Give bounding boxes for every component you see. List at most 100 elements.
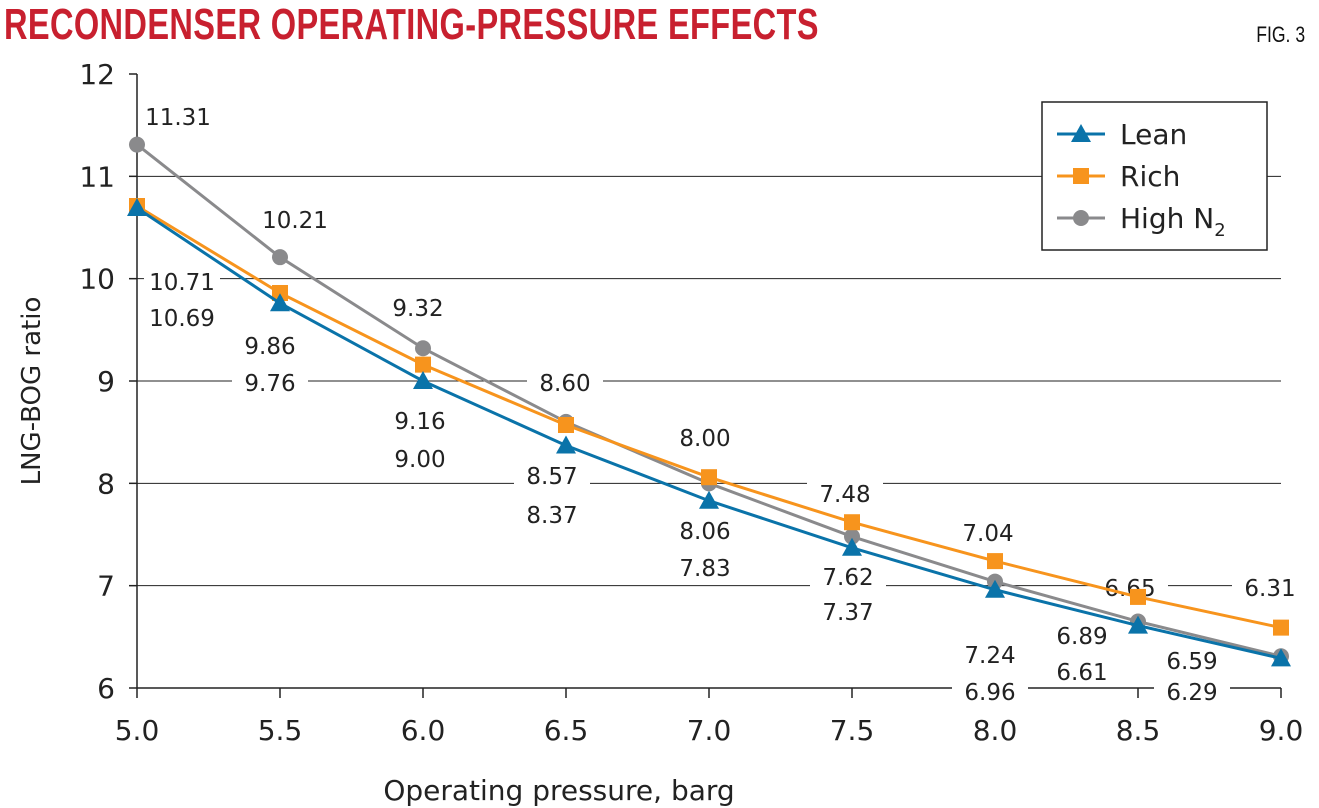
data-point [844, 528, 860, 545]
data-point [415, 340, 431, 357]
data-label-bg [380, 292, 456, 322]
data-label-bg [1154, 645, 1230, 675]
x-tick-label: 7.5 [830, 714, 875, 747]
data-label: 6.31 [1244, 576, 1295, 602]
data-point [270, 293, 290, 312]
x-tick-label: 8.0 [973, 714, 1018, 747]
x-tick-label: 5.5 [258, 714, 303, 747]
data-label-bg [1044, 620, 1120, 650]
data-label-bg [667, 422, 743, 452]
data-label-bg [1232, 572, 1308, 602]
data-label-bg [514, 460, 590, 490]
data-label-bg [144, 266, 220, 296]
x-axis-label: Operating pressure, barg [383, 774, 734, 807]
data-label: 9.00 [394, 447, 445, 473]
data-label: 9.76 [244, 371, 295, 397]
data-label: 8.00 [679, 426, 730, 452]
data-label: 9.16 [394, 409, 445, 435]
data-point [556, 435, 576, 454]
data-label-bg [807, 478, 883, 508]
data-label: 7.04 [962, 521, 1013, 547]
data-label-bg [527, 367, 603, 397]
data-label-bg [810, 596, 886, 626]
data-label: 6.89 [1056, 624, 1107, 650]
data-label: 7.37 [822, 600, 873, 626]
data-point [1273, 619, 1289, 636]
data-label: 7.24 [964, 643, 1015, 669]
data-label-bg [232, 367, 308, 397]
y-tick-label: 7 [97, 570, 115, 603]
data-point [129, 136, 145, 153]
y-tick-label: 11 [79, 160, 115, 193]
legend-label: Lean [1120, 118, 1187, 151]
y-tick-label: 10 [79, 263, 115, 296]
y-axis-label: LNG-BOG ratio [17, 297, 47, 486]
data-point [558, 417, 574, 434]
data-label: 10.21 [262, 208, 328, 234]
data-point [415, 356, 431, 373]
data-label: 8.60 [539, 371, 590, 397]
data-label: 6.59 [1166, 649, 1217, 675]
y-tick-label: 8 [97, 467, 115, 500]
legend-label: High N2 [1120, 202, 1226, 241]
data-point [842, 537, 862, 556]
data-point [701, 469, 717, 486]
data-label-bg [810, 561, 886, 591]
data-label-bg [667, 515, 743, 545]
data-label-bg [140, 101, 216, 131]
data-point [272, 284, 288, 301]
y-tick-label: 12 [79, 58, 115, 91]
data-label: 7.83 [679, 556, 730, 582]
data-point [699, 490, 719, 509]
data-point [987, 553, 1003, 570]
x-tick-label: 7.0 [687, 714, 732, 747]
data-point [1271, 648, 1291, 667]
y-tick-label: 9 [97, 365, 115, 398]
data-point [1128, 615, 1148, 634]
data-label: 8.37 [526, 503, 577, 529]
data-label: 8.57 [526, 464, 577, 490]
data-label-bg [144, 302, 220, 332]
x-tick-label: 9.0 [1259, 714, 1304, 747]
data-label: 6.29 [1166, 680, 1217, 706]
data-point [413, 371, 433, 389]
data-point [985, 579, 1005, 598]
y-tick-label: 6 [97, 672, 115, 705]
data-label-bg [952, 676, 1028, 706]
legend-marker [1071, 124, 1091, 142]
data-label-bg [1154, 676, 1230, 706]
data-point [272, 249, 288, 266]
data-label: 8.06 [679, 519, 730, 545]
data-label-bg [1044, 656, 1120, 686]
data-point [844, 514, 860, 531]
data-label-bg [257, 204, 333, 234]
figure-label: FIG. 3 [1256, 22, 1305, 47]
data-label-bg [232, 330, 308, 360]
x-tick-label: 6.0 [401, 714, 446, 747]
data-label: 11.31 [145, 105, 211, 131]
legend-marker [1073, 168, 1089, 184]
data-label: 10.69 [149, 306, 215, 332]
legend: Lean Rich High N2 [1041, 101, 1268, 251]
data-label: 6.61 [1056, 660, 1107, 686]
data-label: 9.32 [392, 296, 443, 322]
chart-title: RECONDENSER OPERATING-PRESSURE EFFECTS [4, 0, 819, 49]
data-label-bg [950, 517, 1026, 547]
legend-label: Rich [1120, 160, 1180, 193]
x-tick-label: 5.0 [115, 714, 160, 747]
data-label: 9.86 [244, 334, 295, 360]
data-label: 7.62 [822, 565, 873, 591]
data-label-bg [382, 405, 458, 435]
data-label: 10.71 [149, 270, 215, 296]
data-label-bg [667, 552, 743, 582]
data-label-bg [382, 443, 458, 473]
data-point [127, 198, 147, 217]
data-label: 6.96 [964, 680, 1015, 706]
legend-marker [1073, 210, 1089, 226]
data-label-bg [952, 639, 1028, 669]
data-label-bg [514, 499, 590, 529]
x-tick-label: 6.5 [544, 714, 589, 747]
x-tick-label: 8.5 [1116, 714, 1161, 747]
data-point [1130, 588, 1146, 605]
